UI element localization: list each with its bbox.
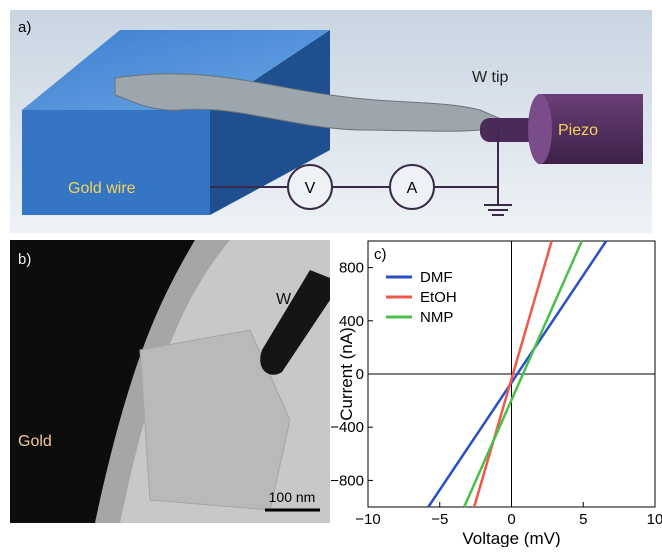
label: W tip [472, 69, 509, 86]
y-tick-label: 800 [339, 260, 364, 277]
y-tick-label: 0 [356, 366, 364, 383]
label: Gold wire [68, 180, 136, 197]
figure: a) W tip Piezo Gold wire V A b) W Gold 1… [0, 0, 662, 547]
x-tick-label: −10 [355, 511, 380, 528]
x-axis-title: Voltage (mV) [462, 529, 560, 547]
label: Gold [18, 433, 52, 450]
legend-label: EtOH [420, 289, 457, 306]
label: V [305, 180, 316, 197]
panel-label: b) [18, 251, 31, 268]
x-tick-label: 0 [507, 511, 515, 528]
legend-label: DMF [420, 269, 453, 286]
label: 100 nm [269, 489, 316, 505]
x-tick-label: 5 [579, 511, 587, 528]
label: W [276, 291, 292, 308]
y-axis-title: Current (nA) [337, 327, 356, 421]
piezo-end [528, 94, 552, 164]
gold-front [22, 110, 210, 215]
label: A [407, 180, 418, 197]
y-tick-label: −800 [330, 472, 364, 489]
legend-label: NMP [420, 309, 453, 326]
panel-label: c) [374, 246, 387, 263]
x-tick-label: 10 [647, 511, 662, 528]
x-tick-label: −5 [431, 511, 448, 528]
panel-label: a) [18, 19, 31, 36]
label: Piezo [558, 122, 598, 139]
